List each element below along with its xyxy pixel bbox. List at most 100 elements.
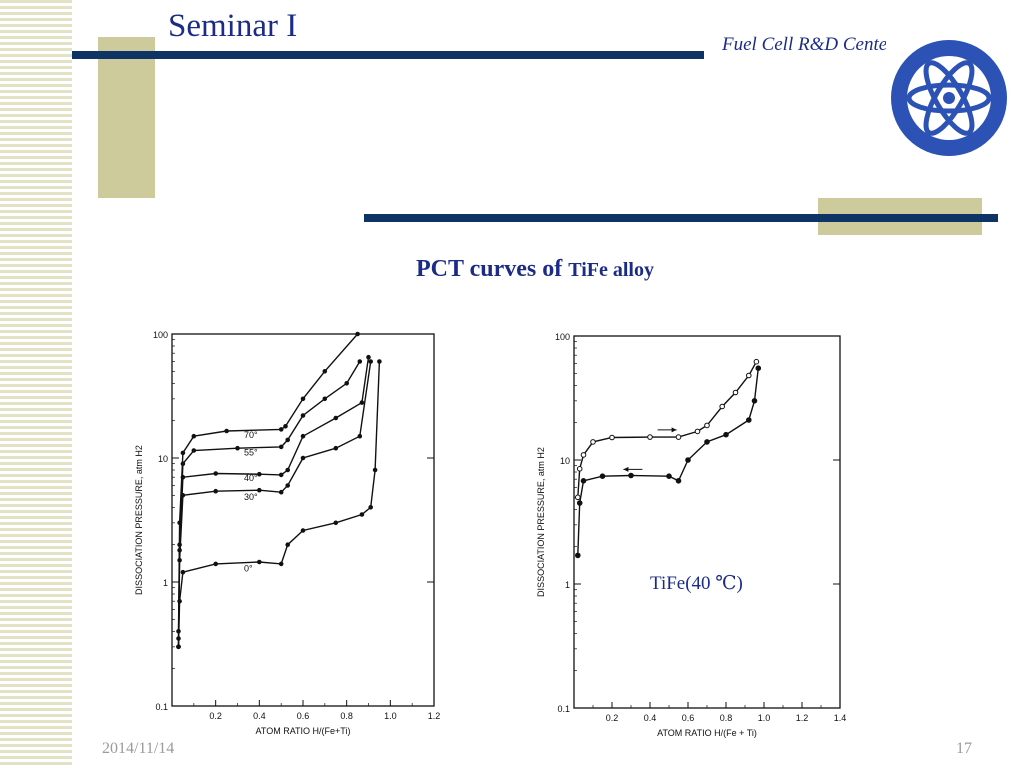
data-point bbox=[278, 472, 284, 478]
data-point bbox=[628, 472, 634, 479]
data-point bbox=[751, 398, 758, 404]
x-tick-label: 1.2 bbox=[796, 713, 809, 723]
data-point bbox=[732, 389, 739, 396]
plot-frame bbox=[171, 333, 435, 707]
data-point bbox=[719, 403, 725, 410]
y-tick-label: 1 bbox=[565, 580, 570, 590]
data-point bbox=[180, 450, 186, 456]
data-point bbox=[285, 437, 290, 443]
series-line-1 bbox=[177, 361, 361, 639]
data-point bbox=[357, 433, 363, 439]
data-point bbox=[576, 466, 583, 472]
data-point bbox=[285, 542, 290, 547]
plot-frame bbox=[573, 335, 841, 709]
slide-title: Seminar I bbox=[168, 8, 298, 44]
data-point bbox=[344, 381, 349, 386]
data-point bbox=[213, 561, 218, 567]
data-point bbox=[285, 467, 290, 473]
y-tick-label: 100 bbox=[555, 332, 570, 342]
x-tick-label: 1.4 bbox=[834, 713, 847, 723]
data-point bbox=[580, 452, 587, 458]
data-point bbox=[647, 434, 653, 440]
absorption-arrow-head bbox=[671, 427, 677, 433]
data-point bbox=[599, 473, 606, 479]
x-tick-label: 0.4 bbox=[644, 713, 657, 723]
slide-heading: PCT curves of TiFe alloy bbox=[0, 256, 1024, 283]
heading-main: PCT curves of bbox=[416, 256, 569, 282]
y-tick-label: 0.1 bbox=[155, 702, 168, 712]
series-line-4 bbox=[177, 361, 381, 647]
data-point bbox=[191, 448, 197, 453]
data-point bbox=[285, 483, 290, 488]
data-point bbox=[333, 445, 339, 451]
x-tick-label: 1.0 bbox=[384, 711, 397, 721]
data-point bbox=[300, 528, 306, 533]
y-tick-label: 1 bbox=[163, 578, 168, 588]
top-rule bbox=[72, 51, 704, 59]
data-point bbox=[746, 417, 752, 423]
data-point bbox=[359, 512, 365, 517]
x-tick-label: 0.6 bbox=[297, 711, 310, 721]
data-point bbox=[575, 552, 581, 559]
y-tick-label: 100 bbox=[153, 330, 168, 340]
data-point bbox=[300, 433, 306, 439]
data-point bbox=[377, 359, 382, 364]
data-point bbox=[580, 478, 587, 484]
data-point bbox=[180, 569, 186, 575]
data-point bbox=[300, 455, 306, 461]
y-axis-label: DISSOCIATION PRESSURE, atm H2 bbox=[536, 447, 546, 597]
data-point bbox=[180, 461, 186, 466]
striped-margin bbox=[0, 0, 72, 768]
data-point bbox=[257, 487, 262, 493]
data-point bbox=[176, 644, 181, 650]
data-point bbox=[746, 372, 752, 379]
data-point bbox=[257, 559, 262, 565]
data-point bbox=[278, 489, 284, 495]
data-point bbox=[755, 365, 762, 372]
temperature-annotation: 30° bbox=[244, 492, 258, 502]
desorption-arrow-head bbox=[623, 466, 629, 472]
x-tick-label: 1.2 bbox=[428, 711, 440, 721]
data-point bbox=[322, 369, 328, 374]
data-point bbox=[355, 331, 360, 337]
data-point bbox=[191, 433, 197, 439]
data-point bbox=[368, 505, 373, 510]
data-point bbox=[213, 488, 218, 494]
series-line-0 bbox=[177, 333, 359, 632]
data-point bbox=[300, 413, 306, 418]
pct-chart-temperatures: 100 10 1 0.1 0.2 0.4 0.6 0.8 1.0 1.2 ATOM RATIO H/… bbox=[134, 330, 440, 736]
x-tick-label: 0.2 bbox=[209, 711, 222, 721]
data-point bbox=[213, 471, 218, 476]
data-point bbox=[675, 434, 682, 440]
khaki-block-left bbox=[98, 37, 155, 198]
data-point bbox=[368, 359, 373, 364]
y-tick-label: 10 bbox=[158, 454, 168, 464]
pct-chart-tife-40c: 100 10 1 0.1 0.2 0.4 0.6 0.8 1.0 1.2 1.4 ATOM RATIO… bbox=[536, 332, 847, 738]
data-point bbox=[675, 478, 682, 484]
data-point bbox=[609, 434, 615, 441]
data-point bbox=[278, 427, 284, 432]
data-point bbox=[278, 444, 284, 450]
x-tick-label: 0.6 bbox=[682, 713, 695, 723]
institute-logo bbox=[886, 36, 1012, 160]
middle-rule bbox=[364, 214, 998, 222]
data-point bbox=[333, 415, 339, 421]
data-point bbox=[575, 494, 581, 501]
y-axis-label: DISSOCIATION PRESSURE, atm H2 bbox=[134, 445, 144, 595]
x-tick-label: 0.2 bbox=[606, 713, 619, 723]
data-point bbox=[723, 431, 729, 438]
data-point bbox=[685, 457, 691, 463]
center-label: Fuel Cell R&D Center bbox=[722, 34, 895, 55]
data-point bbox=[257, 471, 262, 477]
data-point bbox=[177, 598, 182, 604]
data-point bbox=[372, 467, 378, 473]
footer-date: 2014/11/14 bbox=[102, 740, 175, 757]
x-tick-label: 0.4 bbox=[253, 711, 266, 721]
data-point bbox=[177, 557, 182, 563]
data-point bbox=[753, 358, 760, 365]
data-point bbox=[180, 474, 186, 480]
data-point bbox=[366, 354, 371, 360]
data-point bbox=[283, 424, 288, 429]
data-point bbox=[359, 400, 365, 405]
heading-alloy: TiFe alloy bbox=[568, 259, 654, 281]
